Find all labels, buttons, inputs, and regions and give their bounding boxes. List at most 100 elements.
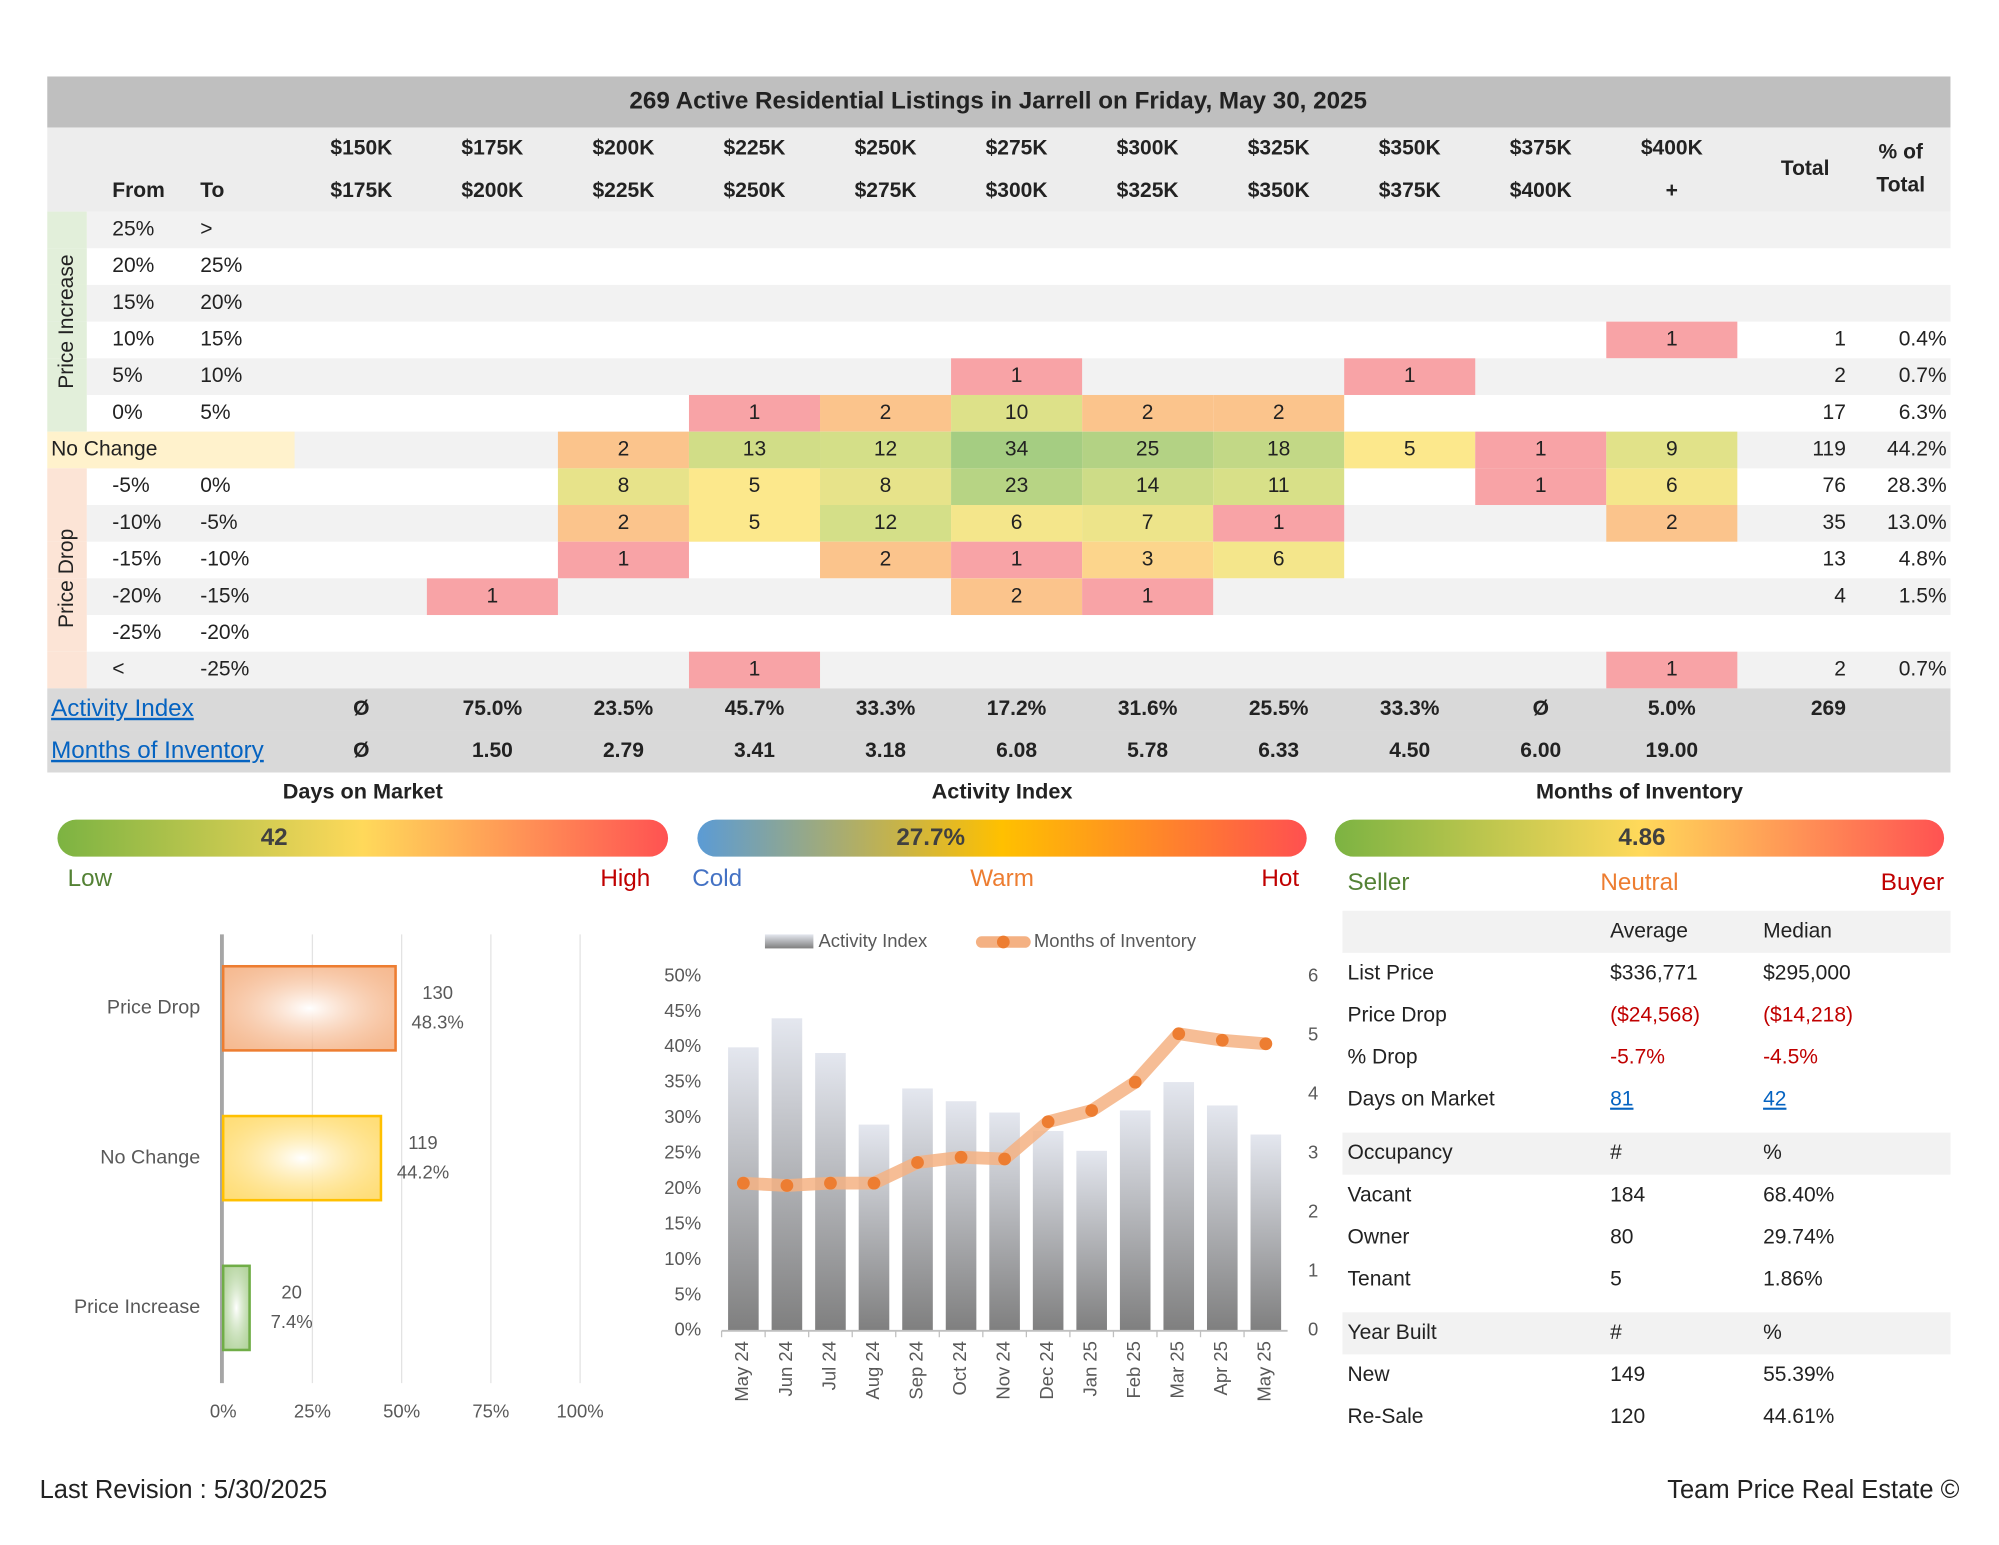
stats-label: Price Drop xyxy=(1348,1004,1447,1027)
row-from: -15% xyxy=(112,548,161,571)
group-strip xyxy=(47,541,87,579)
cell-value: 1 xyxy=(1666,328,1678,351)
heat-cell xyxy=(1082,541,1214,579)
row-band xyxy=(86,211,1951,249)
x-tick-label: 100% xyxy=(556,1400,603,1421)
heat-cell xyxy=(1213,394,1345,432)
cell-value: 2 xyxy=(618,511,630,534)
y2-tick-label: 5 xyxy=(1308,1023,1318,1044)
point xyxy=(1215,1033,1229,1047)
no-change-band xyxy=(47,431,295,469)
cell-value: 10 xyxy=(1005,401,1028,424)
bar xyxy=(945,1101,977,1331)
heat-cell xyxy=(557,468,689,506)
row-to: 5% xyxy=(200,401,230,424)
heat-cell xyxy=(557,505,689,542)
cell-value: 1 xyxy=(749,658,761,681)
x-tick-label: 0% xyxy=(210,1400,237,1421)
stats-value: -5.7% xyxy=(1610,1046,1665,1069)
column-header: $175K xyxy=(330,179,392,202)
y-tick-label: 5% xyxy=(675,1283,702,1304)
summary-value: 6.00 xyxy=(1520,739,1561,762)
gauge-label: Low xyxy=(68,865,113,892)
stats-header: Average xyxy=(1610,919,1688,942)
cell-value: 6 xyxy=(1666,474,1678,497)
cell-value: 6 xyxy=(1273,548,1285,571)
group-strip xyxy=(47,284,87,322)
stats-header: # xyxy=(1610,1321,1622,1344)
point xyxy=(954,1150,968,1164)
bar-count: 20 xyxy=(281,1282,302,1303)
heat-cell xyxy=(1213,505,1345,542)
summary-value: 45.7% xyxy=(725,697,785,720)
cell-value: 2 xyxy=(1273,401,1285,424)
stats-label: Vacant xyxy=(1348,1183,1412,1206)
bar xyxy=(221,1264,251,1352)
cell-value: 3 xyxy=(1142,548,1154,571)
column-header: $175K xyxy=(461,137,523,160)
group-label: Price Drop xyxy=(55,529,78,628)
bar xyxy=(221,964,397,1052)
header: Total xyxy=(1781,157,1830,180)
row-to: -5% xyxy=(200,511,237,534)
summary-link[interactable]: Activity Index xyxy=(51,695,194,722)
cell-value: 12 xyxy=(874,511,897,534)
stats-label: Tenant xyxy=(1348,1267,1411,1290)
summary-value: 33.3% xyxy=(1380,697,1440,720)
row-to: -15% xyxy=(200,584,249,607)
group-strip xyxy=(47,358,87,395)
cell-value: 1 xyxy=(1142,584,1154,607)
row-from: -5% xyxy=(112,474,149,497)
summary-total: 269 xyxy=(1811,697,1846,720)
cell-value: 1 xyxy=(487,584,499,607)
stats-label: Days on Market xyxy=(1348,1088,1495,1111)
heat-cell xyxy=(1082,468,1214,506)
stats-header: Year Built xyxy=(1348,1321,1437,1344)
point xyxy=(1128,1075,1142,1089)
cell-value: 1 xyxy=(1666,658,1678,681)
cell-value: 2 xyxy=(880,548,892,571)
y-tick-label: 40% xyxy=(664,1035,701,1056)
stats-value: $336,771 xyxy=(1610,961,1698,984)
gauge-bar xyxy=(697,819,1307,857)
cell-value: 2 xyxy=(880,401,892,424)
x-tick-label: Jun 24 xyxy=(775,1341,796,1396)
stats-value[interactable]: 81 xyxy=(1610,1088,1633,1111)
row-to: 20% xyxy=(200,291,242,314)
legend-label: Activity Index xyxy=(818,930,928,951)
summary-value: 4.50 xyxy=(1389,739,1430,762)
point xyxy=(998,1152,1011,1166)
bar xyxy=(1076,1150,1107,1331)
row-total: 76 xyxy=(1823,474,1846,497)
gauge-title: Activity Index xyxy=(932,779,1073,804)
gauge-title: Days on Market xyxy=(283,779,443,804)
gauge-bar xyxy=(1334,819,1945,857)
gauge-value: 4.86 xyxy=(1618,824,1665,851)
row-from: 20% xyxy=(112,254,154,277)
bar xyxy=(815,1053,846,1331)
heat-cell xyxy=(820,431,952,469)
heat-cell xyxy=(1344,358,1476,395)
bar xyxy=(1206,1105,1238,1331)
y-tick-label: 15% xyxy=(664,1212,701,1233)
column-header: $375K xyxy=(1379,179,1441,202)
heat-cell xyxy=(688,468,821,506)
row-total: 2 xyxy=(1834,658,1846,681)
cell-value: 2 xyxy=(618,438,630,461)
heat-cell xyxy=(1606,321,1738,359)
cell-value: 14 xyxy=(1136,474,1160,497)
gauge-bar xyxy=(57,819,669,857)
stats-value[interactable]: 42 xyxy=(1763,1088,1786,1111)
column-header: $275K xyxy=(986,137,1048,160)
cell-value: 13 xyxy=(743,438,766,461)
summary-link[interactable]: Months of Inventory xyxy=(51,737,265,764)
cell-value: 2 xyxy=(1666,511,1678,534)
group-strip xyxy=(47,394,87,432)
table-title: 269 Active Residential Listings in Jarre… xyxy=(629,87,1367,114)
stats-value: 184 xyxy=(1610,1183,1645,1206)
stats-header: % xyxy=(1763,1321,1782,1344)
heat-cell xyxy=(1344,431,1476,469)
heat-cell xyxy=(1606,468,1738,506)
y-tick-label: 0% xyxy=(675,1319,702,1340)
